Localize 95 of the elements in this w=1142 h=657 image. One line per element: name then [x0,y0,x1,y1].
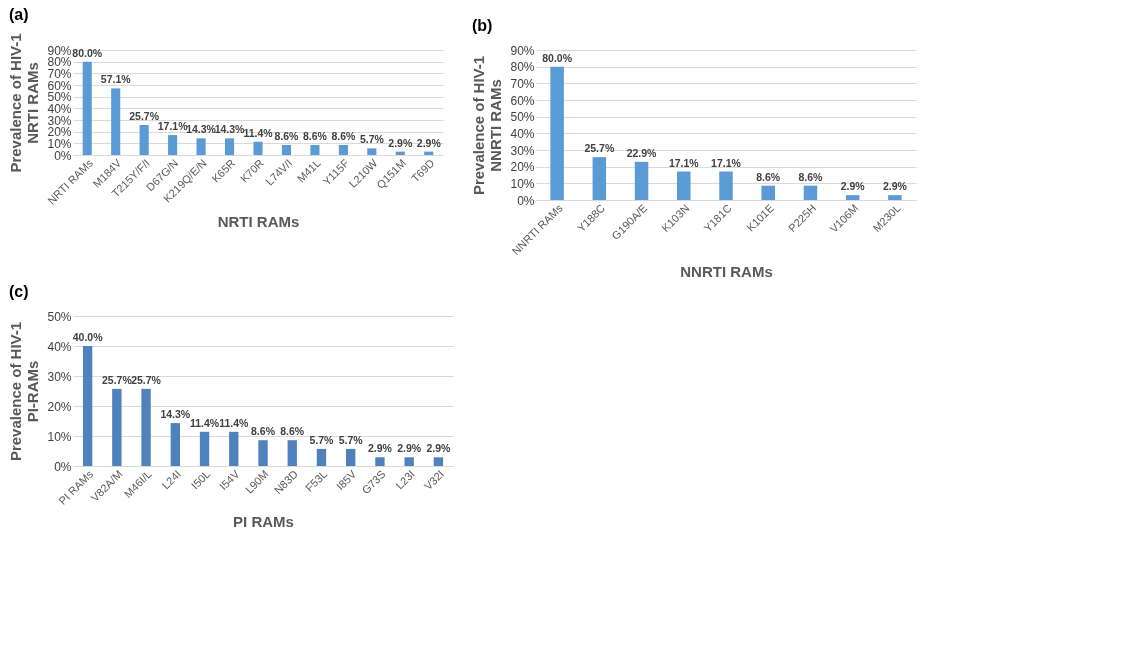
data-label: 8.6% [280,425,305,438]
data-label: 80.0% [542,51,573,64]
data-label: 25.7% [131,373,162,386]
y-tick-label: 0% [54,459,72,474]
bar [719,171,733,200]
bar [550,66,564,200]
y-tick-label: 60% [510,93,535,108]
y-axis-title: Prevalence of HIV-1 NRTI RAMs [7,33,42,173]
bar [199,431,210,466]
data-label: 8.6% [302,129,328,142]
bar [803,185,818,200]
bar [888,195,902,200]
bar [229,431,239,466]
bar [141,388,151,466]
data-label: 22.9% [626,146,658,159]
data-label: 25.7% [129,110,160,123]
data-label: 2.9% [840,180,866,193]
bar [111,88,121,155]
data-label: 8.6% [331,129,357,142]
bar [170,423,180,466]
x-tick-label: I50L [188,467,213,492]
y-tick-label: 30% [510,143,535,158]
data-label: 2.9% [388,136,413,149]
chart-title: (a) [8,5,29,23]
data-label: 11.4% [219,416,250,429]
y-tick-label: 90% [510,43,535,58]
y-tick-label: 20% [47,399,72,414]
bar [845,195,860,200]
y-tick-label: 60% [47,78,72,93]
y-tick-label: 20% [510,160,535,175]
y-tick-label: 10% [510,176,535,191]
data-label: 5.7% [309,433,335,446]
data-label: 2.9% [416,136,442,149]
bar [677,171,691,200]
bar [82,346,93,466]
bar [253,141,263,155]
data-label: 40.0% [72,331,104,343]
bar [258,440,268,466]
data-label: 2.9% [397,442,422,455]
x-axis-title: NNRTI RAMs [680,263,773,281]
y-tick-label: 40% [510,126,535,141]
bar [404,457,414,466]
data-label: 57.1% [100,73,132,86]
y-tick-label: 70% [510,76,535,91]
data-label: 17.1% [668,156,700,169]
bar [196,138,206,155]
bar [346,448,356,466]
bar [287,440,297,466]
data-label: 8.6% [251,425,276,438]
bar [281,144,292,155]
y-axis-title: Prevalence of HIV-1 PI-RAMs [7,321,42,462]
y-axis-title: Prevalence of HIV-1 NNRTI RAMs [470,55,505,196]
bar [761,185,775,200]
bar [592,157,607,200]
y-tick-label: 0% [517,193,535,208]
data-label: 2.9% [882,180,908,193]
data-label: 5.7% [338,433,364,446]
bar [310,144,320,155]
bar [112,388,122,466]
y-tick-label: 90% [47,43,72,58]
y-tick-label: 80% [510,60,535,75]
x-axis-title: PI RAMs [233,512,294,530]
data-label: 25.7% [584,142,615,155]
y-tick-label: 30% [47,113,72,128]
bar [433,457,444,466]
data-label: 5.7% [359,133,385,146]
y-tick-label: 50% [510,110,535,125]
data-label: 2.9% [367,442,393,455]
y-tick-label: 30% [47,369,72,384]
bar [367,148,377,155]
chart-title: (b) [471,17,493,34]
bar [338,144,348,155]
data-label: 14.3% [160,408,191,421]
chart-title: (c) [8,283,29,300]
bar [82,61,92,155]
bar [139,125,149,155]
y-tick-label: 0% [54,148,72,163]
data-label: 25.7% [101,373,133,386]
data-label: 17.1% [711,156,742,169]
y-tick-label: 10% [47,429,72,444]
data-label: 14.3% [186,123,217,136]
data-label: 11.4% [189,416,220,429]
bar [375,457,385,466]
data-label: 2.9% [426,442,452,455]
data-label: 8.6% [798,170,824,183]
bar [316,448,327,466]
data-label: 11.4% [243,126,274,139]
data-label: 8.6% [274,129,300,142]
bar [634,161,649,200]
data-label: 8.6% [756,170,781,183]
bar [224,138,235,155]
data-label: 80.0% [72,46,103,59]
y-tick-label: 50% [47,309,72,324]
y-tick-label: 40% [47,339,72,354]
bar [168,135,178,155]
